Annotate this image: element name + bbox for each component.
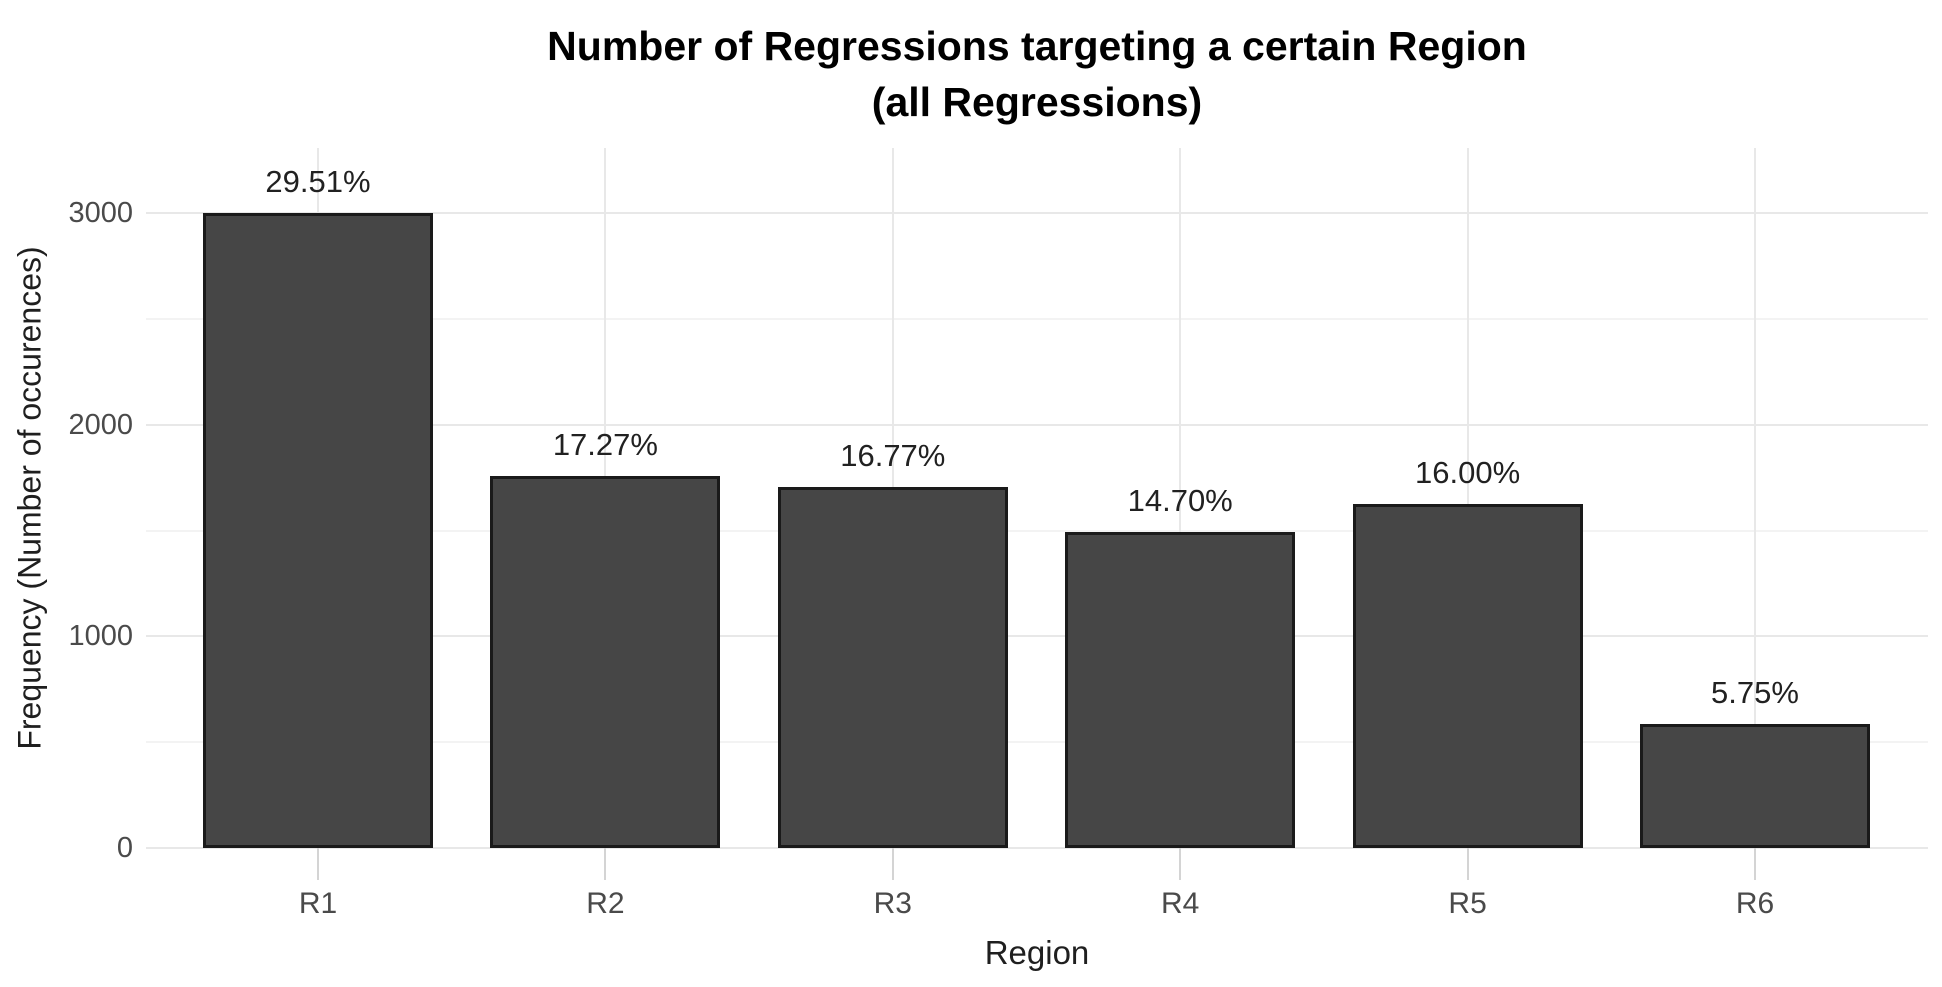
bar-value-label: 5.75% [1711, 675, 1799, 711]
bar-value-label: 17.27% [552, 427, 658, 463]
y-minor-gridline [146, 529, 1928, 532]
y-major-gridline [146, 635, 1928, 638]
x-axis-tick-mark [317, 848, 319, 880]
x-axis-tick-mark [1754, 848, 1756, 880]
y-axis-tick-label: 0 [116, 832, 133, 864]
bar [490, 476, 721, 848]
x-axis-tick-label: R6 [1735, 887, 1775, 920]
x-gridline [1466, 148, 1469, 848]
bar [203, 213, 433, 848]
y-minor-gridline [146, 317, 1928, 320]
x-axis-tick-mark [1179, 848, 1182, 880]
x-axis-tick-mark [604, 848, 607, 880]
x-axis-tick-label: R3 [873, 887, 912, 920]
x-axis-tick-label: R1 [298, 887, 338, 920]
bar [1065, 531, 1296, 848]
x-axis-tick-label: R5 [1448, 887, 1487, 920]
x-axis-tick-mark [1466, 848, 1469, 880]
y-axis-tick-label: 2000 [68, 408, 133, 441]
y-minor-gridline [146, 741, 1928, 744]
bar-value-label: 16.00% [1415, 454, 1521, 490]
y-major-gridline [146, 212, 1928, 214]
y-major-gridline [146, 847, 1928, 849]
x-axis-tick-label: R2 [586, 887, 625, 920]
bar [1640, 724, 1870, 848]
bar-value-label: 14.70% [1127, 482, 1233, 518]
x-axis-tick-mark [891, 848, 894, 880]
y-major-gridline [146, 423, 1928, 426]
chart-title: Number of Regressions targeting a certai… [547, 23, 1527, 69]
bar-value-label: 16.77% [840, 438, 946, 474]
y-axis-title: Frequency (Number of occurences) [11, 246, 48, 750]
bar [777, 487, 1008, 848]
x-axis-tick-label: R4 [1161, 887, 1200, 920]
y-axis-tick-label: 3000 [68, 197, 133, 229]
bar-value-label: 29.51% [265, 164, 371, 199]
x-axis-title: Region [984, 934, 1090, 971]
chart-subtitle: (all Regressions) [871, 79, 1203, 125]
chart-title-block: Number of Regressions targeting a certai… [146, 18, 1928, 130]
x-gridline [1179, 148, 1182, 848]
x-gridline [1754, 148, 1756, 848]
y-axis-tick-label: 1000 [68, 620, 133, 653]
bar [1352, 503, 1583, 848]
